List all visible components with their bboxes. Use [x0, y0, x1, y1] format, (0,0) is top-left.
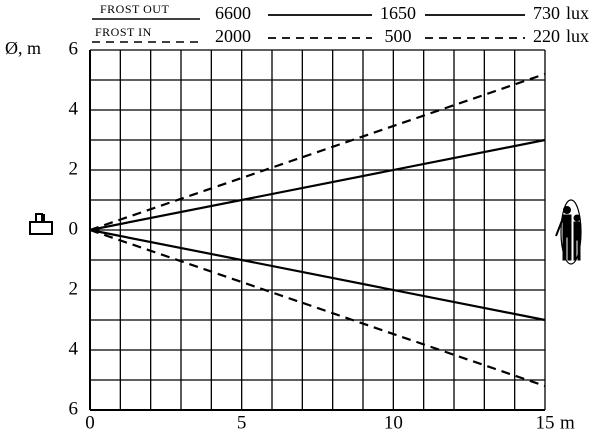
- legend-label: FROST OUT: [100, 2, 169, 16]
- x-tick-label: 0: [85, 412, 95, 433]
- y-tick-label: 2: [69, 158, 79, 179]
- y-axis-label: Ø, m: [5, 38, 41, 58]
- x-tick-label: 5: [237, 412, 247, 433]
- beam-line: [89, 138, 546, 232]
- luminaire-icon: [29, 213, 53, 235]
- y-tick-label: 6: [69, 38, 79, 59]
- x-axis-label: m: [560, 412, 575, 433]
- y-tick-label: 4: [69, 98, 79, 119]
- beam-line: [89, 228, 546, 322]
- lux-value: 6600: [215, 3, 251, 23]
- y-tick-label: 4: [69, 338, 79, 359]
- lux-value: 730: [533, 3, 560, 23]
- legend-label: FROST IN: [95, 25, 152, 39]
- x-tick-label: 10: [384, 412, 403, 433]
- lux-value: 220: [533, 26, 560, 46]
- beam-line: [89, 228, 546, 388]
- lux-value: 1650: [380, 3, 416, 23]
- x-tick-label: 15: [536, 412, 555, 433]
- lux-value: 500: [385, 26, 412, 46]
- person-icon: [555, 199, 582, 265]
- lux-unit: lux: [566, 3, 589, 23]
- lux-unit: lux: [566, 26, 589, 46]
- y-tick-label: 6: [69, 398, 79, 419]
- lux-value: 2000: [215, 26, 251, 46]
- y-tick-label: 2: [69, 278, 79, 299]
- beam-line: [89, 72, 546, 232]
- y-tick-label: 0: [69, 218, 79, 239]
